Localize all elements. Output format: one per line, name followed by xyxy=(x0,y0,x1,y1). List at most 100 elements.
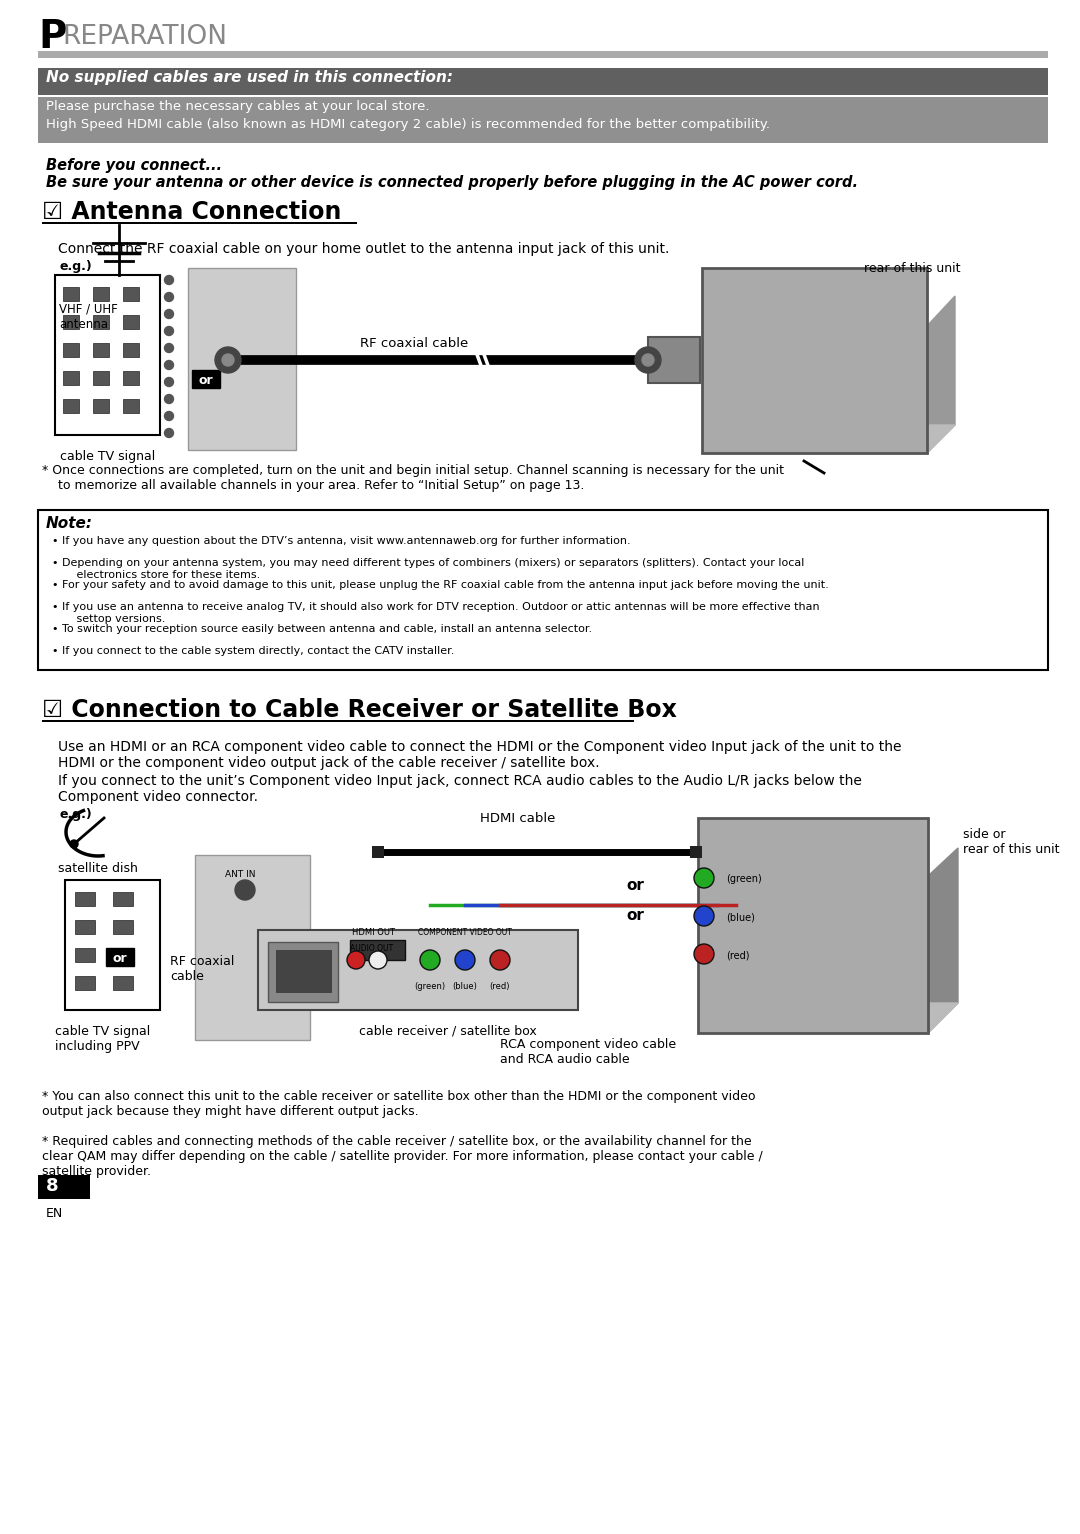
Text: EN: EN xyxy=(46,1207,64,1220)
Text: e.g.): e.g.) xyxy=(60,259,93,273)
Bar xyxy=(93,344,109,357)
Circle shape xyxy=(694,907,714,927)
Bar xyxy=(38,51,1048,58)
Text: ☑ Connection to Cable Receiver or Satellite Box: ☑ Connection to Cable Receiver or Satell… xyxy=(42,698,677,723)
Bar xyxy=(123,314,139,328)
Bar xyxy=(123,371,139,385)
Text: (red): (red) xyxy=(726,950,750,960)
Text: Please purchase the necessary cables at your local store.: Please purchase the necessary cables at … xyxy=(46,100,430,114)
Bar xyxy=(93,314,109,328)
Text: COMPONENT VIDEO OUT: COMPONENT VIDEO OUT xyxy=(418,928,512,937)
Bar xyxy=(93,287,109,301)
Circle shape xyxy=(164,327,174,336)
Text: • If you use an antenna to receive analog TV, it should also work for DTV recept: • If you use an antenna to receive analo… xyxy=(52,601,820,624)
Text: VHF / UHF
antenna: VHF / UHF antenna xyxy=(59,304,118,331)
Text: • If you have any question about the DTV’s antenna, visit www.antennaweb.org for: • If you have any question about the DTV… xyxy=(52,535,631,546)
Bar xyxy=(123,287,139,301)
Bar xyxy=(38,97,1048,143)
Circle shape xyxy=(164,310,174,319)
Bar xyxy=(93,371,109,385)
Text: or: or xyxy=(626,877,644,893)
Circle shape xyxy=(694,943,714,963)
Bar xyxy=(113,976,133,989)
Text: satellite dish: satellite dish xyxy=(58,862,138,874)
Bar xyxy=(113,948,133,962)
Text: If you connect to the unit’s Component video Input jack, connect RCA audio cable: If you connect to the unit’s Component v… xyxy=(58,775,862,804)
Circle shape xyxy=(455,950,475,969)
Text: cable TV signal
including PPV: cable TV signal including PPV xyxy=(55,1025,150,1052)
Bar xyxy=(648,337,700,384)
Circle shape xyxy=(369,951,387,969)
Text: 8: 8 xyxy=(46,1177,58,1195)
Text: Use an HDMI or an RCA component video cable to connect the HDMI or the Component: Use an HDMI or an RCA component video ca… xyxy=(58,739,902,770)
Bar xyxy=(698,818,928,1032)
Bar xyxy=(372,845,384,858)
Polygon shape xyxy=(928,848,958,1032)
Circle shape xyxy=(164,360,174,370)
Bar xyxy=(65,881,160,1009)
Text: No supplied cables are used in this connection:: No supplied cables are used in this conn… xyxy=(46,71,453,84)
Text: cable receiver / satellite box: cable receiver / satellite box xyxy=(360,1025,537,1039)
Text: Connect the RF coaxial cable on your home outlet to the antenna input jack of th: Connect the RF coaxial cable on your hom… xyxy=(58,242,670,256)
Polygon shape xyxy=(927,296,955,453)
Text: AUDIO OUT: AUDIO OUT xyxy=(350,943,393,953)
Bar xyxy=(63,371,79,385)
Circle shape xyxy=(642,354,654,367)
Text: HDMI cable: HDMI cable xyxy=(480,811,555,825)
Bar xyxy=(38,509,1048,670)
Bar xyxy=(38,67,1048,95)
Bar xyxy=(75,948,95,962)
Circle shape xyxy=(164,344,174,353)
Circle shape xyxy=(70,841,78,848)
Bar xyxy=(93,399,109,413)
Circle shape xyxy=(215,347,241,373)
Circle shape xyxy=(235,881,255,900)
Circle shape xyxy=(164,394,174,403)
Text: cable TV signal: cable TV signal xyxy=(60,449,156,463)
Text: ANT IN: ANT IN xyxy=(225,870,256,879)
Bar xyxy=(63,399,79,413)
Circle shape xyxy=(164,411,174,420)
Text: RF coaxial
cable: RF coaxial cable xyxy=(170,956,234,983)
Circle shape xyxy=(420,950,440,969)
Text: or: or xyxy=(112,953,127,965)
Polygon shape xyxy=(702,425,955,453)
Bar xyxy=(55,275,160,436)
Bar xyxy=(113,891,133,907)
Bar xyxy=(75,976,95,989)
Circle shape xyxy=(694,868,714,888)
Circle shape xyxy=(222,354,234,367)
Bar xyxy=(106,948,134,966)
Text: • Depending on your antenna system, you may need different types of combiners (m: • Depending on your antenna system, you … xyxy=(52,558,805,580)
Bar xyxy=(123,344,139,357)
Circle shape xyxy=(164,377,174,387)
Text: RF coaxial cable: RF coaxial cable xyxy=(360,337,469,350)
Text: Be sure your antenna or other device is connected properly before plugging in th: Be sure your antenna or other device is … xyxy=(46,175,858,190)
Text: High Speed HDMI cable (also known as HDMI category 2 cable) is recommended for t: High Speed HDMI cable (also known as HDM… xyxy=(46,118,770,130)
Text: P: P xyxy=(38,18,67,57)
Text: (green): (green) xyxy=(726,874,761,884)
Text: Note:: Note: xyxy=(46,515,93,531)
Text: • To switch your reception source easily between antenna and cable, install an a: • To switch your reception source easily… xyxy=(52,624,592,634)
Bar xyxy=(75,891,95,907)
Bar xyxy=(268,942,338,1002)
Text: HDMI OUT: HDMI OUT xyxy=(352,928,395,937)
Text: (green): (green) xyxy=(415,982,446,991)
Circle shape xyxy=(164,276,174,284)
Text: * Once connections are completed, turn on the unit and begin initial setup. Chan: * Once connections are completed, turn o… xyxy=(42,463,784,492)
Bar xyxy=(113,920,133,934)
Bar xyxy=(276,950,330,992)
Bar xyxy=(195,854,310,1040)
Bar xyxy=(63,287,79,301)
Text: or: or xyxy=(626,908,644,923)
Bar xyxy=(42,222,357,224)
Circle shape xyxy=(347,951,365,969)
Text: • For your safety and to avoid damage to this unit, please unplug the RF coaxial: • For your safety and to avoid damage to… xyxy=(52,580,828,591)
Bar xyxy=(350,940,405,960)
Text: (blue): (blue) xyxy=(453,982,477,991)
Circle shape xyxy=(635,347,661,373)
Bar xyxy=(63,344,79,357)
Text: side or
rear of this unit: side or rear of this unit xyxy=(963,828,1059,856)
Text: RCA component video cable
and RCA audio cable: RCA component video cable and RCA audio … xyxy=(500,1039,676,1066)
Text: REPARATION: REPARATION xyxy=(62,25,227,51)
